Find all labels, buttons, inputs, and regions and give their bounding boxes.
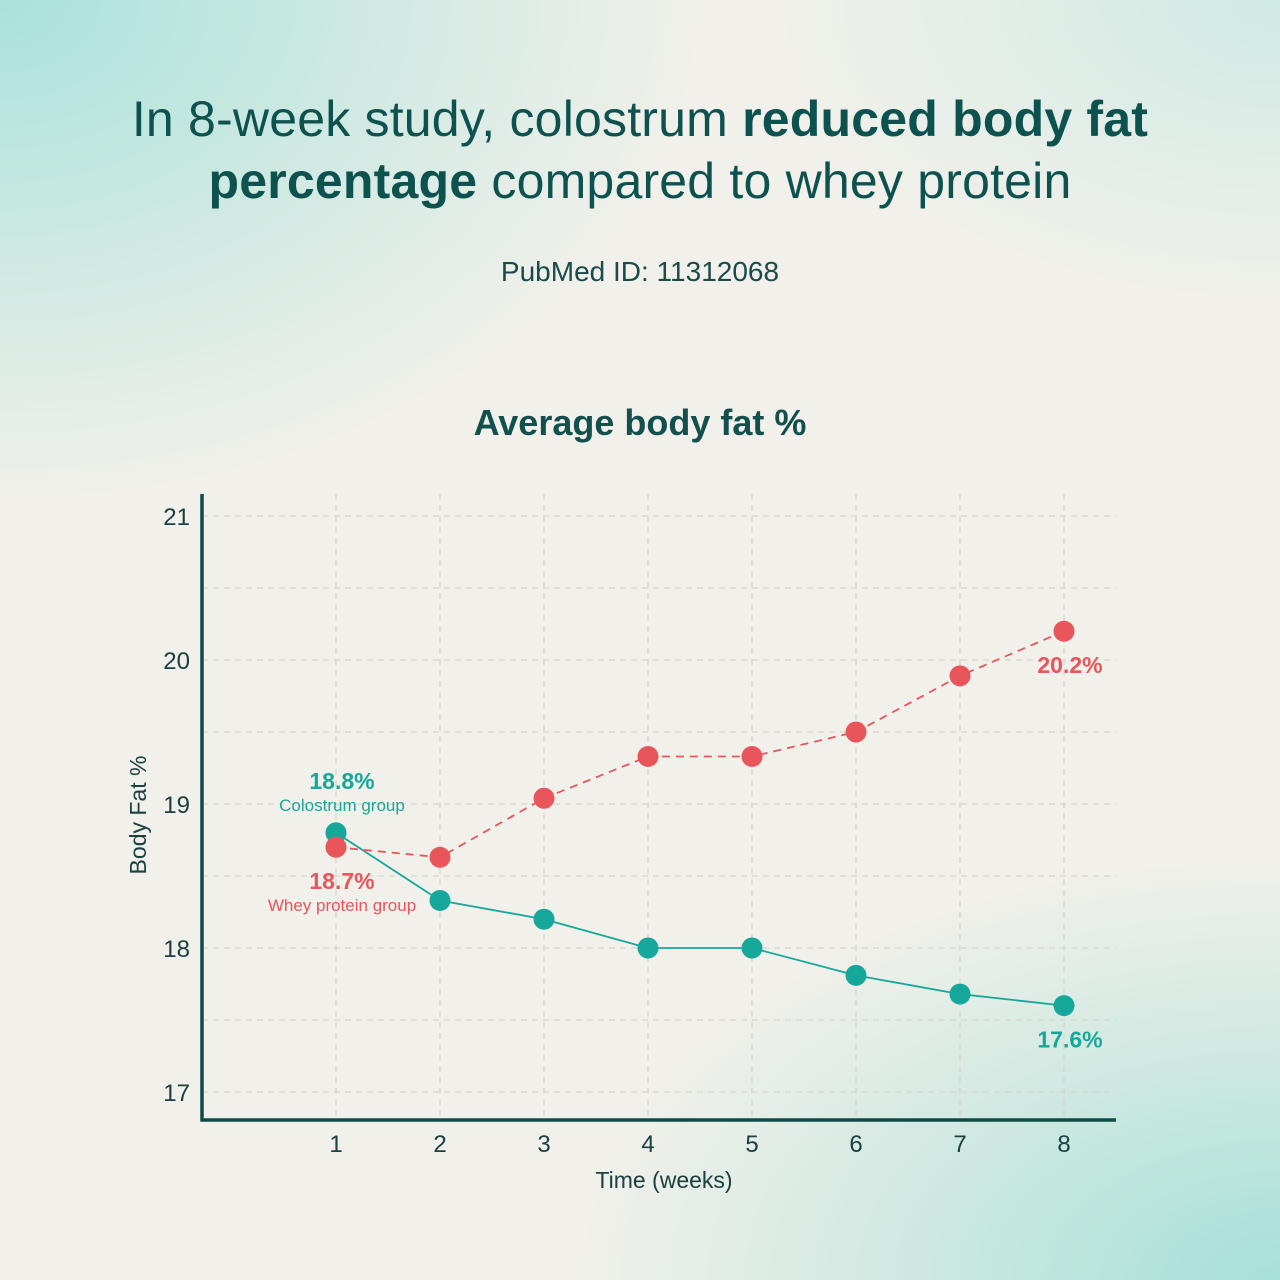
y-tick-label: 17 [163, 1080, 190, 1107]
colostrum-group-series-label: Colostrum group [279, 796, 405, 815]
whey-protein-group-value-label: 18.7% [309, 868, 374, 894]
headline-text-2: compared to whey protein [477, 153, 1072, 209]
colostrum-group-line [335, 832, 1065, 1007]
chart-title: Average body fat % [473, 402, 807, 443]
colostrum-group-point [741, 937, 763, 959]
colostrum-group-point [845, 964, 867, 986]
colostrum-group-value-label: 17.6% [1037, 1027, 1102, 1053]
whey-protein-group-point [949, 665, 971, 687]
series-points [325, 620, 1075, 1017]
whey-protein-group-point [533, 787, 555, 809]
y-tick-label: 19 [163, 792, 190, 819]
whey-protein-group-point [637, 745, 659, 767]
axes [200, 494, 1116, 1122]
colostrum-group-point [429, 889, 451, 911]
x-tick-label: 1 [329, 1131, 342, 1158]
x-tick-label: 2 [433, 1131, 446, 1158]
whey-protein-group-value-label: 20.2% [1037, 652, 1102, 678]
x-tick-label: 5 [745, 1131, 758, 1158]
whey-protein-group-point [429, 846, 451, 868]
x-tick-label: 4 [641, 1131, 654, 1158]
whey-protein-group-line [335, 630, 1065, 859]
y-tick-label: 20 [163, 648, 190, 675]
x-tick-label: 7 [953, 1131, 966, 1158]
grid [202, 494, 1116, 1120]
whey-protein-group-point [845, 721, 867, 743]
y-tick-label: 21 [163, 504, 190, 531]
whey-protein-group-series-label: Whey protein group [268, 896, 416, 915]
whey-protein-group-point [741, 745, 763, 767]
headline: In 8-week study, colostrum reduced body … [0, 88, 1280, 212]
colostrum-group-point [1053, 995, 1075, 1017]
x-tick-label: 8 [1057, 1131, 1070, 1158]
x-axis-label: Time (weeks) [595, 1167, 732, 1193]
x-tick-label: 6 [849, 1131, 862, 1158]
colostrum-group-point [533, 908, 555, 930]
headline-bold-1: reduced body fat [742, 91, 1149, 147]
x-tick-label: 3 [537, 1131, 550, 1158]
colostrum-group-point [949, 983, 971, 1005]
whey-protein-group-point [1053, 620, 1075, 642]
colostrum-group-point [325, 822, 347, 844]
headline-bold-2: percentage [208, 153, 478, 209]
headline-text-1: In 8-week study, colostrum [131, 91, 743, 147]
colostrum-group-point [637, 937, 659, 959]
pubmed-id: PubMed ID: 11312068 [500, 256, 780, 287]
series-lines [335, 630, 1065, 1007]
colostrum-group-value-label: 18.8% [309, 768, 374, 794]
annotations: 18.8% Colostrum group 18.7% Whey protein gr… [268, 652, 1103, 1052]
y-tick-label: 18 [163, 936, 190, 963]
whey-protein-group-point [325, 836, 347, 858]
y-axis-label: Body Fat % [125, 756, 151, 875]
